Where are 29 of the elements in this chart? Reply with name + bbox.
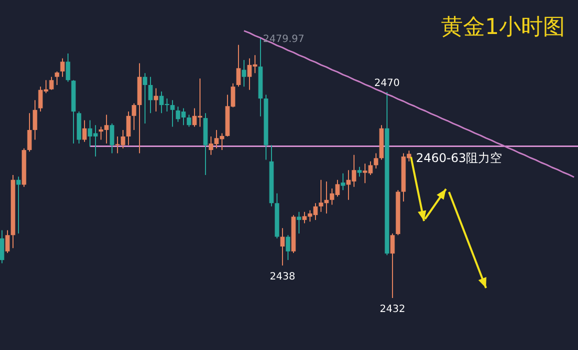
candlestick (148, 76, 153, 114)
candlestick (0, 230, 4, 264)
candlestick (170, 100, 175, 128)
candlestick (60, 58, 65, 78)
candlestick (49, 76, 54, 90)
candlestick (186, 114, 192, 128)
candlestick (66, 53, 70, 82)
candlestick (126, 111, 131, 146)
annotation: 2479.97 (263, 34, 304, 45)
candlestick (340, 172, 346, 191)
candlestick (390, 233, 395, 298)
candlestick (357, 166, 362, 178)
candlestick (5, 230, 10, 254)
annotation: 2432 (380, 304, 406, 315)
candlestick (54, 70, 60, 86)
annotation: 2470 (374, 78, 400, 90)
candlestick (110, 122, 114, 154)
chart-title: 黄金1小时图 (441, 15, 565, 40)
candlestick (236, 44, 241, 88)
ref-line-label: 2460-63阻力空 (416, 151, 502, 166)
candlestick (374, 152, 378, 169)
annotation: 2438 (270, 271, 296, 282)
candlestick (286, 234, 290, 261)
candlestick (142, 72, 148, 124)
candlestick (132, 102, 136, 130)
candlestick (27, 112, 32, 152)
candlestick (242, 60, 246, 88)
candlestick (296, 211, 302, 234)
candlestick (32, 100, 38, 140)
